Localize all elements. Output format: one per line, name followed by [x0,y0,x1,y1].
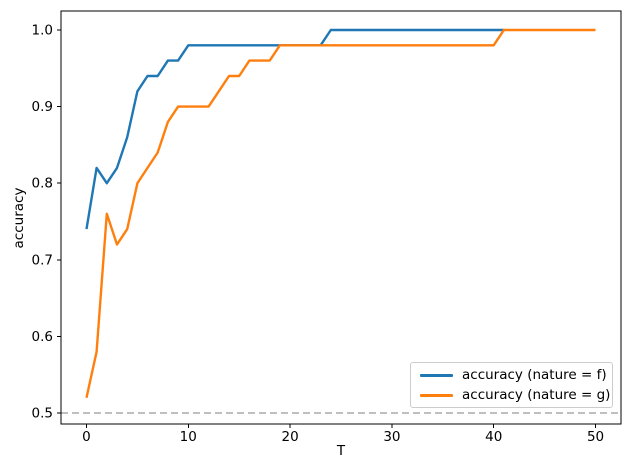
y-tick-label: 0.7 [32,252,53,268]
x-tick-label: 20 [281,429,298,445]
x-axis-label: T [336,443,346,459]
legend-item-nature-f: accuracy (nature = f) [420,365,608,385]
series-line-nature-g [85,28,596,398]
x-tick-label: 30 [383,429,400,445]
x-tick-label: 40 [485,429,502,445]
y-tick-label: 0.6 [32,329,53,345]
y-tick-label: 0.5 [32,405,53,421]
legend: accuracy (nature = f) accuracy (nature =… [410,362,613,408]
x-tick-label: 50 [587,429,604,445]
legend-line-sample-g-icon [420,393,453,397]
series-line-nature-f [85,28,504,230]
y-tick-label: 0.9 [32,99,53,115]
legend-label-nature-g: accuracy (nature = g) [462,387,611,403]
plot-frame [60,10,622,425]
legend-label-nature-f: accuracy (nature = f) [462,367,607,383]
y-axis-label: accuracy [11,187,27,249]
legend-line-sample-f-icon [420,373,453,377]
x-tick-label: 10 [180,429,197,445]
y-tick-label: 1.0 [32,22,53,38]
x-tick-label: 0 [82,429,91,445]
legend-item-nature-g: accuracy (nature = g) [420,385,611,405]
y-tick-label: 0.8 [32,176,53,192]
